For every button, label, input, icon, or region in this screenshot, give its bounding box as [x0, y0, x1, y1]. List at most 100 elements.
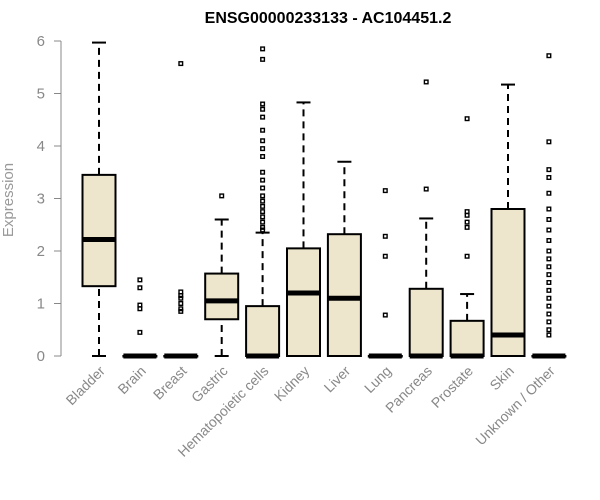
outlier-point	[137, 306, 143, 312]
outlier-point	[178, 295, 184, 301]
y-axis-label: Expression	[0, 163, 17, 237]
outlier-point	[546, 311, 552, 317]
box-8	[367, 188, 403, 359]
outlier-point	[546, 53, 552, 59]
outlier-point	[464, 253, 470, 259]
outlier-point	[546, 303, 552, 309]
outlier-point	[260, 153, 266, 159]
box-iqr	[81, 173, 117, 288]
box-11	[490, 83, 526, 357]
box-5	[245, 46, 281, 359]
x-tick-label: Bladder	[63, 362, 109, 408]
outlier-point	[260, 138, 266, 144]
box-iqr	[490, 208, 526, 357]
y-tick-label: 5	[37, 86, 45, 103]
outlier-point	[178, 61, 184, 67]
outlier-point	[546, 206, 552, 212]
box-6	[286, 101, 321, 357]
outlier-point	[546, 272, 552, 278]
outlier-point	[260, 185, 266, 191]
outlier-point	[546, 295, 552, 301]
outlier-point	[546, 190, 552, 196]
x-tick-label: Skin	[486, 363, 517, 394]
x-tick-label: Lung	[361, 363, 394, 396]
outlier-point	[546, 227, 552, 233]
outlier-point	[260, 169, 266, 175]
box-9	[408, 79, 444, 359]
outlier-point	[546, 287, 552, 293]
outlier-point	[546, 167, 552, 173]
box-10	[449, 116, 485, 359]
box-2	[122, 277, 158, 359]
outlier-point	[546, 139, 552, 145]
x-tick-label: Liver	[321, 362, 354, 395]
box-3	[163, 61, 199, 359]
outlier-point	[260, 209, 266, 215]
outlier-point	[464, 212, 470, 218]
outlier-point	[546, 264, 552, 270]
outlier-point	[137, 277, 143, 283]
y-tick-label: 0	[37, 348, 45, 365]
outlier-point	[260, 146, 266, 152]
chart-title: ENSG00000233133 - AC104451.2	[205, 10, 452, 27]
outlier-point	[178, 306, 184, 312]
outlier-point	[260, 227, 266, 233]
outlier-point	[546, 280, 552, 286]
y-tick-label: 3	[37, 191, 45, 208]
outlier-point	[260, 101, 266, 107]
box-4	[204, 193, 240, 357]
outlier-point	[546, 248, 552, 254]
outlier-point	[260, 106, 266, 112]
outlier-point	[260, 203, 266, 209]
box-group	[81, 41, 567, 359]
box-iqr	[449, 319, 485, 358]
outlier-point	[260, 46, 266, 52]
outlier-point	[546, 332, 552, 338]
outlier-point	[260, 127, 266, 133]
outlier-point	[260, 219, 266, 225]
y-tick-label: 2	[37, 243, 45, 260]
outlier-point	[260, 214, 266, 220]
outlier-point	[546, 237, 552, 243]
box-iqr	[245, 305, 281, 357]
y-axis: 0 1 2 3 4 5 6	[37, 33, 62, 365]
box-1	[81, 41, 117, 357]
box-iqr	[286, 247, 321, 357]
box-iqr	[326, 233, 362, 357]
y-tick-label: 4	[37, 138, 45, 155]
outlier-point	[178, 293, 184, 299]
outlier-point	[137, 329, 143, 335]
x-tick-label: Brain	[114, 363, 148, 397]
outlier-point	[219, 193, 225, 199]
y-tick-label: 6	[37, 33, 45, 50]
outlier-point	[260, 114, 266, 120]
outlier-point	[464, 116, 470, 122]
outlier-point	[464, 224, 470, 230]
outlier-point	[423, 79, 429, 85]
box-7	[326, 160, 362, 357]
box-iqr	[408, 287, 444, 357]
outlier-point	[178, 308, 184, 314]
outlier-point	[260, 198, 266, 204]
outlier-point	[546, 174, 552, 180]
outlier-point	[382, 312, 388, 318]
outlier-point	[260, 193, 266, 199]
outlier-point	[382, 253, 388, 259]
x-tick-label: Breast	[150, 363, 190, 403]
y-tick-label: 1	[37, 296, 45, 313]
outlier-point	[137, 285, 143, 291]
box-iqr	[204, 272, 240, 321]
outlier-point	[464, 219, 470, 225]
outlier-point	[546, 327, 552, 333]
x-tick-label: Kidney	[271, 363, 313, 405]
box-12	[531, 53, 567, 359]
x-tick-label: Prostate	[428, 362, 476, 410]
outlier-point	[178, 301, 184, 307]
outlier-point	[546, 216, 552, 222]
outlier-point	[382, 233, 388, 239]
outlier-point	[260, 224, 266, 230]
outlier-point	[423, 186, 429, 192]
outlier-point	[260, 177, 266, 183]
